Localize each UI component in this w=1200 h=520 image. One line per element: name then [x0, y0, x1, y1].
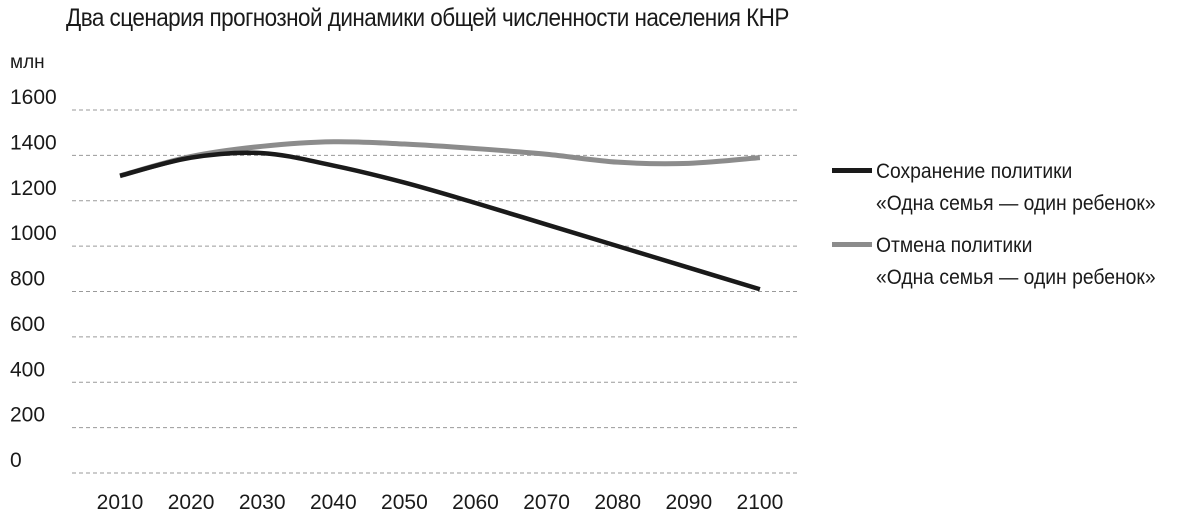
x-tick-label: 2100 — [737, 491, 784, 514]
legend-label-keep-policy: Сохранение политики «Одна семья — один р… — [876, 156, 1156, 220]
series-line-keep-policy — [119, 150, 761, 292]
legend-label-line: «Одна семья — один ребенок» — [876, 266, 1156, 289]
x-tick-label: 2030 — [239, 491, 286, 514]
y-tick-label: 400 — [10, 358, 45, 381]
y-tick-label: 0 — [10, 449, 22, 472]
legend-label-line: «Одна семья — один ребенок» — [876, 192, 1156, 215]
legend-swatch-keep-policy — [832, 168, 872, 173]
x-tick-label: 2090 — [665, 491, 712, 514]
x-tick-label: 2010 — [97, 491, 144, 514]
y-axis-unit-label: млн — [10, 52, 45, 73]
y-tick-label: 1400 — [10, 131, 57, 154]
x-tick-label: 2060 — [452, 491, 499, 514]
x-tick-label: 2050 — [381, 491, 428, 514]
series-line-cancel-policy — [119, 139, 761, 179]
x-tick-label: 2080 — [594, 491, 641, 514]
y-tick-label: 200 — [10, 404, 45, 427]
y-tick-label: 600 — [10, 313, 45, 336]
legend-label-cancel-policy: Отмена политики «Одна семья — один ребен… — [876, 230, 1156, 294]
y-tick-label: 1600 — [10, 86, 57, 109]
legend-label-line: Сохранение политики — [876, 160, 1073, 183]
chart-title: Два сценария прогнозной динамики общей ч… — [66, 4, 789, 32]
legend-label-line: Отмена политики — [876, 234, 1033, 257]
x-tick-label: 2040 — [310, 491, 357, 514]
x-tick-label: 2020 — [168, 491, 215, 514]
legend-swatch-cancel-policy — [832, 242, 872, 247]
y-tick-label: 800 — [10, 268, 45, 291]
y-tick-label: 1200 — [10, 177, 57, 200]
y-tick-label: 1000 — [10, 222, 57, 245]
x-tick-label: 2070 — [523, 491, 570, 514]
